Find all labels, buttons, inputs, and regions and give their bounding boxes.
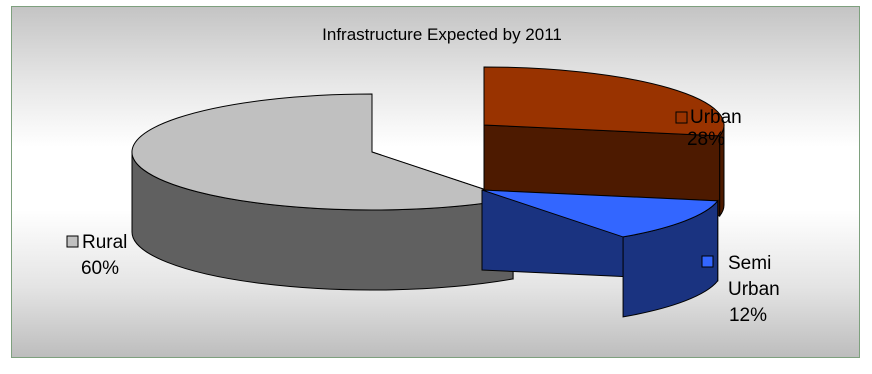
slice-top (481, 189, 719, 238)
data-label-name: Semi (728, 253, 771, 274)
data-label-percent: 12% (729, 305, 767, 326)
legend-key-rural (66, 235, 79, 248)
pie-slice-rural (131, 93, 514, 291)
data-label-name: Urban (690, 107, 742, 128)
pie-slices (131, 66, 725, 318)
chart-area: Infrastructure Expected by 2011 Urban 28%… (11, 6, 860, 358)
data-label-rural: Rural 60% (66, 232, 127, 279)
legend-key-semi-urban (701, 255, 714, 268)
data-label-percent: 60% (81, 258, 119, 279)
pie-chart: Infrastructure Expected by 2011 Urban28%… (66, 25, 780, 326)
slice-top (483, 66, 725, 137)
data-label-semi-urban: Semi Urban 12% (701, 253, 780, 326)
chart-title: Infrastructure Expected by 2011 (322, 25, 562, 44)
pie-slice-semi-urban (481, 189, 719, 318)
data-label-name: Urban (728, 279, 780, 300)
data-label-name: Rural (82, 232, 127, 253)
data-label-percent: 28% (687, 129, 725, 150)
pie-slice-urban (483, 66, 725, 218)
slice-top (131, 93, 514, 211)
legend-key-urban (675, 111, 688, 124)
